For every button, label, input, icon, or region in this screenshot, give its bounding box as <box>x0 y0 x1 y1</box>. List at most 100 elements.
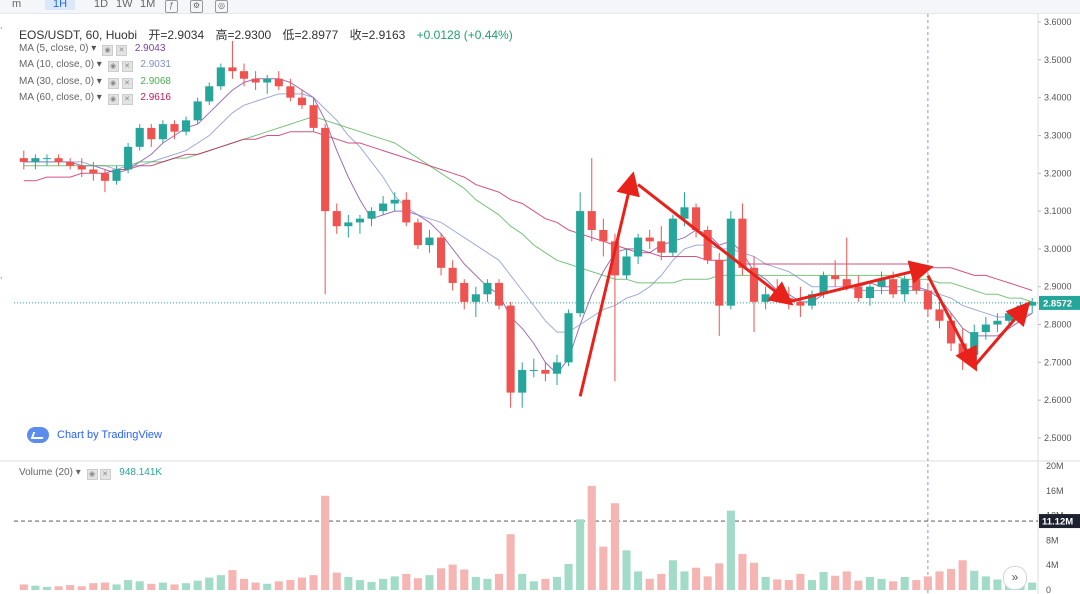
candle-body <box>228 67 237 72</box>
volume-bar <box>31 585 40 590</box>
candle-body <box>865 286 874 299</box>
volume-bar <box>390 576 399 590</box>
candle-body <box>912 279 921 291</box>
candle-body <box>112 169 121 181</box>
volume-bar <box>205 577 214 590</box>
candle-body <box>158 124 167 140</box>
volume-bar <box>193 580 202 590</box>
tf-1w[interactable]: 1W <box>116 0 133 10</box>
volume-axis-label: 4M <box>1046 560 1059 570</box>
candle-body <box>529 369 538 371</box>
candle-body <box>610 241 619 276</box>
candle-body <box>645 237 654 242</box>
volume-bar <box>900 576 909 590</box>
volume-bar <box>622 550 631 590</box>
tf-minutes[interactable]: m <box>12 0 22 10</box>
candle-body <box>831 275 840 280</box>
candle-body <box>819 275 828 295</box>
tf-1h[interactable]: 1H <box>45 0 76 10</box>
price-axis-label: 3.6000 <box>1044 17 1072 27</box>
volume-bar <box>460 569 469 590</box>
volume-legend[interactable]: Volume (20) ▾ ◉ ✕ 948.141K <box>19 467 163 480</box>
candle-body <box>1004 313 1014 321</box>
candle-body <box>634 237 643 257</box>
volume-bar <box>738 554 747 590</box>
tf-1d[interactable]: 1D <box>94 0 109 10</box>
eye-icon[interactable]: ◉ <box>86 469 98 480</box>
screenshot-icon[interactable]: ◎ <box>215 0 228 13</box>
volume-bar <box>576 519 585 590</box>
volume-bar <box>529 581 538 590</box>
candle-body <box>251 78 260 83</box>
close-icon[interactable]: ✕ <box>99 469 111 480</box>
ohlc-high: 高=2.9300 <box>215 28 272 42</box>
volume-bar <box>471 576 480 590</box>
indicator-icon[interactable]: ƒ <box>165 0 178 13</box>
candle-body <box>471 294 480 302</box>
volume-bar <box>657 573 666 590</box>
eye-icon[interactable]: ◉ <box>107 61 119 72</box>
ma-line <box>23 93 1033 333</box>
candle-body <box>807 294 817 306</box>
close-icon[interactable]: ✕ <box>121 78 133 89</box>
volume-bar <box>321 495 330 590</box>
volume-bar <box>402 573 411 590</box>
candle-body <box>854 286 863 299</box>
eye-icon[interactable]: ◉ <box>107 94 119 105</box>
tf-1m[interactable]: 1M <box>140 0 156 10</box>
candle-body <box>541 369 550 374</box>
volume-bar <box>819 572 828 590</box>
ma-line <box>23 131 1033 291</box>
candle-body <box>518 369 527 393</box>
candle-body <box>923 290 932 310</box>
candle-body <box>552 362 562 374</box>
volume-bar <box>182 583 191 590</box>
volume-bar <box>854 580 863 590</box>
ma-legend-30[interactable]: MA (30, close, 0) ▾ ◉ ✕ 2.9068 <box>19 76 171 89</box>
volume-bar <box>251 582 260 590</box>
volume-bar <box>587 485 596 590</box>
candle-body <box>379 203 388 212</box>
volume-bar <box>216 575 225 590</box>
ma-label: MA (60, close, 0) <box>19 92 95 103</box>
ma-legend-5[interactable]: MA (5, close, 0) ▾ ◉ ✕ 2.9043 <box>19 43 166 56</box>
tradingview-watermark[interactable]: Chart by TradingView <box>27 427 162 443</box>
ma-legend-10[interactable]: MA (10, close, 0) ▾ ◉ ✕ 2.9031 <box>19 59 171 72</box>
settings-icon[interactable]: ⚙ <box>190 0 203 13</box>
volume-bar <box>947 568 956 590</box>
volume-level-label: 11.12M <box>1042 517 1073 528</box>
candle-body <box>216 67 225 87</box>
price-axis-label: 3.2000 <box>1044 168 1072 178</box>
volume-bar <box>807 580 817 590</box>
trend-arrow <box>637 183 794 306</box>
eye-icon[interactable]: ◉ <box>102 45 114 56</box>
volume-bar <box>239 578 249 590</box>
trend-arrow <box>578 171 640 397</box>
candle-body <box>842 279 851 287</box>
candle-body <box>622 256 631 276</box>
candle-body <box>344 222 353 227</box>
volume-bar <box>749 562 759 590</box>
close-icon[interactable]: ✕ <box>121 61 133 72</box>
volume-bar <box>344 576 353 590</box>
volume-bar <box>483 578 492 590</box>
volume-bar <box>877 578 886 590</box>
volume-bar <box>634 571 643 590</box>
scroll-to-realtime-button[interactable]: » <box>1003 566 1027 590</box>
ma-value: 2.9068 <box>140 76 171 87</box>
eye-icon[interactable]: ◉ <box>107 78 119 89</box>
volume-bar <box>726 510 735 590</box>
candle-body <box>367 211 376 219</box>
price-axis-label: 2.8000 <box>1044 320 1072 330</box>
volume-bar <box>135 581 144 590</box>
volume-bar <box>355 580 364 590</box>
ma-legend-60[interactable]: MA (60, close, 0) ▾ ◉ ✕ 2.9616 <box>19 92 171 105</box>
close-icon[interactable]: ✕ <box>121 94 133 105</box>
close-icon[interactable]: ✕ <box>116 45 128 56</box>
ma-label: MA (30, close, 0) <box>19 76 95 87</box>
left-edge-tick: , <box>0 270 3 280</box>
ma-value: 2.9043 <box>134 43 166 54</box>
volume-bar <box>1028 582 1037 590</box>
price-axis-label: 3.1000 <box>1044 206 1072 216</box>
